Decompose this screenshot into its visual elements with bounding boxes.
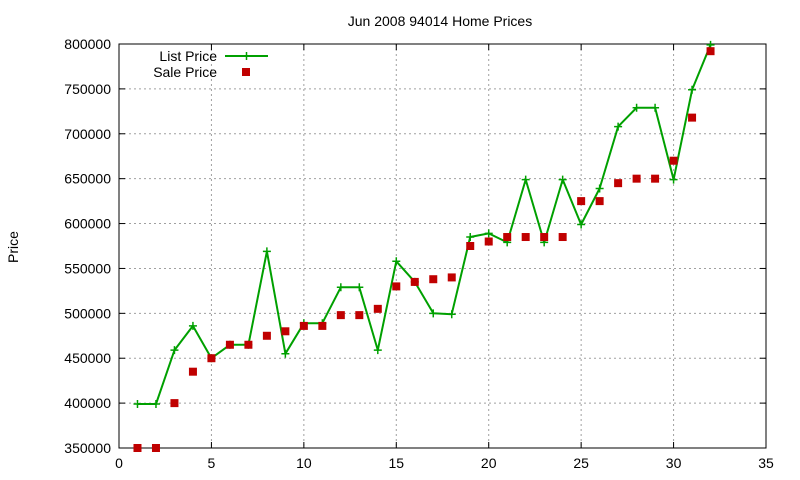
- x-tick-label: 5: [208, 455, 216, 471]
- data-point: [521, 175, 530, 184]
- data-point: [614, 179, 623, 188]
- data-point: [558, 175, 567, 184]
- data-point: [466, 233, 475, 242]
- data-point: [170, 346, 179, 355]
- y-tick-label: 650000: [64, 171, 111, 187]
- axis-ticks: 0 5 10 15 20 25 30 35 350000 400000 450000 500000 55…: [64, 36, 774, 471]
- x-tick-label: 20: [481, 455, 497, 471]
- legend-label-sale-price: Sale Price: [153, 64, 217, 80]
- data-point: [281, 327, 290, 336]
- data-point: [466, 242, 475, 250]
- data-point: [632, 103, 641, 112]
- data-point: [392, 282, 401, 291]
- data-point: [262, 247, 271, 256]
- y-axis-label: Price: [5, 231, 21, 263]
- data-point: [577, 197, 586, 206]
- data-point: [151, 400, 160, 409]
- data-point: [651, 103, 660, 112]
- data-point: [133, 444, 142, 452]
- data-point: [410, 277, 419, 286]
- data-point: [558, 233, 567, 242]
- data-point: [706, 47, 715, 56]
- data-point: [688, 85, 697, 94]
- legend: List Price Sale Price: [153, 48, 268, 80]
- data-point: [188, 321, 197, 330]
- data-point: [503, 233, 512, 242]
- data-point: [392, 257, 401, 266]
- data-point: [336, 283, 345, 292]
- data-point: [133, 400, 142, 409]
- legend-marker-list-price: [242, 52, 251, 60]
- data-point: [484, 237, 493, 246]
- data-point: [577, 220, 586, 229]
- legend-marker-sale-price: [242, 68, 250, 76]
- data-point: [540, 233, 549, 242]
- y-tick-label: 800000: [64, 36, 111, 52]
- x-tick-label: 25: [573, 455, 589, 471]
- x-tick-label: 10: [296, 455, 312, 471]
- data-point: [614, 122, 623, 131]
- grid: [119, 44, 766, 448]
- data-point: [669, 175, 678, 184]
- data-point: [225, 340, 234, 349]
- y-tick-label: 400000: [64, 395, 111, 411]
- data-point: [595, 197, 604, 206]
- x-tick-label: 0: [115, 455, 123, 471]
- data-point: [151, 444, 160, 452]
- data-point: [373, 304, 382, 313]
- plot-area-border: [118, 43, 767, 449]
- data-point: [336, 311, 345, 320]
- series-list-price: [133, 40, 715, 409]
- series-sale-price: [133, 47, 715, 452]
- chart-title: Jun 2008 94014 Home Prices: [348, 13, 532, 29]
- data-point: [355, 311, 364, 320]
- data-point: [281, 349, 290, 358]
- data-point: [207, 354, 216, 363]
- x-tick-label: 15: [388, 455, 404, 471]
- data-point: [262, 331, 271, 340]
- x-tick-label: 35: [758, 455, 774, 471]
- data-point: [447, 310, 456, 319]
- data-point: [669, 156, 678, 165]
- data-point: [188, 367, 197, 376]
- legend-label-list-price: List Price: [159, 48, 217, 64]
- data-point: [373, 346, 382, 355]
- data-point: [299, 321, 308, 330]
- y-tick-label: 600000: [64, 216, 111, 232]
- series-layer: [133, 40, 715, 452]
- data-point: [318, 321, 327, 330]
- data-point: [688, 113, 697, 122]
- data-point: [632, 174, 641, 183]
- y-tick-label: 450000: [64, 350, 111, 366]
- data-point: [484, 229, 493, 238]
- y-tick-label: 500000: [64, 305, 111, 321]
- y-tick-label: 700000: [64, 126, 111, 142]
- y-tick-label: 350000: [64, 440, 111, 456]
- data-point: [244, 340, 253, 349]
- y-tick-label: 550000: [64, 260, 111, 276]
- x-tick-label: 30: [666, 455, 682, 471]
- data-point: [651, 174, 660, 183]
- data-point: [447, 273, 456, 282]
- data-point: [429, 309, 438, 318]
- data-point: [595, 184, 604, 193]
- y-tick-label: 750000: [64, 81, 111, 97]
- data-point: [429, 275, 438, 284]
- series-line: [137, 44, 712, 405]
- data-point: [170, 399, 179, 408]
- data-point: [355, 283, 364, 292]
- data-point: [521, 233, 530, 242]
